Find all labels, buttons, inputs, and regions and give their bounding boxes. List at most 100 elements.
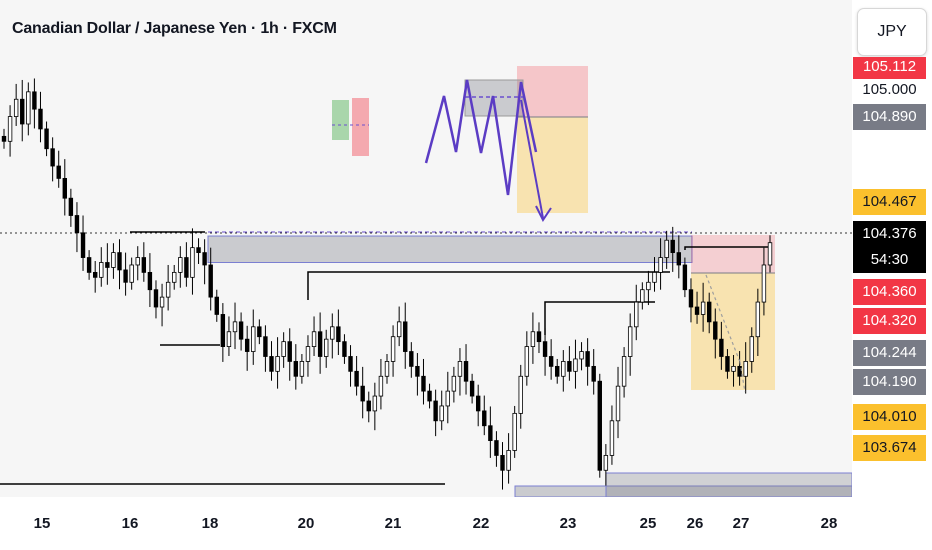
path-arrow-dashed-2 bbox=[739, 361, 746, 393]
candle bbox=[767, 235, 773, 273]
candle bbox=[184, 242, 189, 287]
candle bbox=[609, 405, 615, 465]
time-tick: 26 bbox=[686, 515, 704, 532]
projection-arrow-line bbox=[520, 99, 544, 219]
projection-target-box bbox=[517, 117, 588, 213]
candle bbox=[165, 264, 171, 311]
price-label: 104.320 bbox=[853, 308, 926, 334]
candle bbox=[153, 280, 159, 319]
candle bbox=[433, 389, 438, 437]
candle bbox=[74, 202, 80, 253]
candle bbox=[105, 243, 110, 285]
time-axis[interactable] bbox=[0, 497, 852, 550]
price-label: 104.376 bbox=[853, 221, 926, 247]
candle bbox=[573, 339, 578, 389]
candle bbox=[232, 302, 238, 350]
candle bbox=[244, 325, 250, 371]
candle bbox=[123, 252, 128, 296]
candle bbox=[451, 366, 457, 403]
candle bbox=[62, 159, 67, 216]
candle bbox=[585, 338, 590, 386]
long-icon-green bbox=[332, 100, 349, 140]
candle bbox=[403, 302, 408, 369]
candle bbox=[366, 391, 371, 423]
candle bbox=[275, 337, 280, 389]
candle bbox=[372, 382, 378, 431]
candle bbox=[324, 329, 329, 368]
candle bbox=[749, 327, 754, 373]
price-label: 105.112 bbox=[853, 57, 926, 79]
candle bbox=[178, 246, 183, 288]
candle bbox=[117, 239, 122, 290]
candle bbox=[13, 83, 19, 126]
candle bbox=[409, 342, 414, 378]
candle bbox=[475, 384, 481, 427]
candle bbox=[506, 433, 511, 484]
candle bbox=[141, 242, 147, 282]
candle bbox=[694, 291, 700, 324]
currency-button[interactable]: JPY bbox=[857, 8, 927, 56]
candle bbox=[688, 278, 694, 323]
short-icon-red bbox=[352, 98, 369, 156]
chart-plot-area[interactable] bbox=[0, 0, 852, 497]
candle bbox=[257, 319, 262, 345]
stop-loss-box bbox=[691, 235, 775, 273]
candle bbox=[378, 358, 384, 410]
candle bbox=[1, 128, 7, 149]
candle bbox=[26, 82, 31, 136]
candle bbox=[80, 215, 86, 271]
candle bbox=[32, 78, 37, 129]
candle bbox=[68, 188, 74, 227]
time-tick: 20 bbox=[297, 515, 315, 532]
support-zone bbox=[514, 485, 852, 497]
projection-stop-box bbox=[517, 66, 588, 117]
price-label: 104.360 bbox=[853, 279, 926, 305]
candle bbox=[317, 312, 323, 374]
candle bbox=[713, 308, 718, 359]
candle bbox=[603, 444, 609, 486]
candle bbox=[615, 366, 621, 439]
candle bbox=[536, 322, 542, 354]
level-line-4 bbox=[544, 301, 655, 335]
price-label: 104.010 bbox=[853, 404, 926, 430]
candle bbox=[86, 250, 92, 280]
candle bbox=[725, 349, 730, 379]
price-label: 105.000 bbox=[862, 81, 917, 98]
candle bbox=[384, 354, 390, 384]
candle bbox=[129, 257, 134, 290]
time-tick: 22 bbox=[472, 515, 490, 532]
candle bbox=[50, 137, 55, 182]
candle bbox=[561, 350, 566, 392]
candle bbox=[640, 282, 645, 310]
candle bbox=[676, 235, 682, 279]
candle bbox=[548, 339, 554, 380]
candle bbox=[214, 289, 219, 322]
zigzag-projection bbox=[424, 79, 538, 196]
price-label: 104.190 bbox=[853, 369, 926, 395]
candle bbox=[597, 373, 602, 478]
candle bbox=[92, 261, 98, 293]
time-tick: 21 bbox=[384, 515, 402, 532]
candle bbox=[293, 344, 299, 390]
candle bbox=[354, 355, 359, 396]
candle bbox=[469, 373, 475, 404]
candle bbox=[500, 442, 505, 490]
price-label: 104.467 bbox=[853, 189, 926, 215]
candle bbox=[190, 228, 195, 295]
chart-title: Canadian Dollar / Japanese Yen · 1h · FX… bbox=[12, 20, 337, 37]
time-tick: 28 bbox=[820, 515, 838, 532]
candle bbox=[700, 282, 706, 332]
candle bbox=[439, 390, 444, 431]
candle bbox=[445, 371, 450, 424]
level-line-3 bbox=[307, 271, 670, 300]
candle bbox=[488, 406, 493, 458]
price-label: 54:30 bbox=[853, 247, 926, 273]
candle bbox=[421, 358, 426, 405]
candle bbox=[311, 316, 317, 356]
candle bbox=[172, 264, 177, 290]
candle bbox=[396, 306, 402, 347]
time-tick: 23 bbox=[559, 515, 577, 532]
candle bbox=[20, 79, 25, 142]
candle bbox=[652, 257, 657, 292]
candle bbox=[7, 105, 13, 157]
